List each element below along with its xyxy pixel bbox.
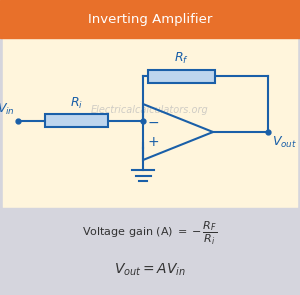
Bar (0, 0, 300, 38)
Text: Inverting Amplifier: Inverting Amplifier (88, 12, 212, 25)
Text: $V_{out}$: $V_{out}$ (272, 135, 297, 150)
Text: $V_{out} = AV_{in}$: $V_{out} = AV_{in}$ (114, 262, 186, 278)
Text: Voltage gain (A) $= -\dfrac{R_F}{R_i}$: Voltage gain (A) $= -\dfrac{R_F}{R_i}$ (82, 219, 218, 247)
Text: $R_i$: $R_i$ (70, 96, 83, 111)
Text: $R_f$: $R_f$ (174, 51, 189, 66)
Text: $+$: $+$ (147, 135, 159, 149)
Text: $-$: $-$ (147, 115, 159, 129)
Text: Electricalcalculators.org: Electricalcalculators.org (91, 105, 209, 115)
Bar (45, 114, 108, 127)
Bar (148, 70, 215, 83)
Bar (0, 208, 300, 295)
Text: $V_{in}$: $V_{in}$ (0, 102, 15, 117)
Bar (3, 38, 297, 208)
